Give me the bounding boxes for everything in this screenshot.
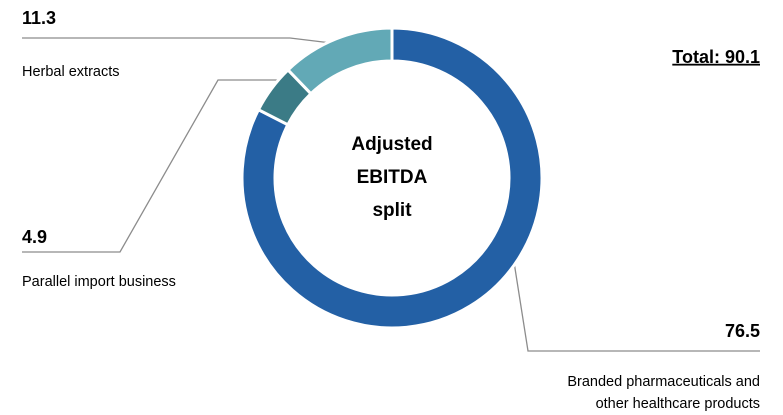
donut-slice	[285, 26, 394, 96]
category-label: Herbal extracts	[22, 64, 120, 80]
category-label: other healthcare products	[596, 396, 760, 412]
center-label: split	[372, 200, 412, 221]
value-label: 11.3	[22, 8, 56, 28]
center-label: Adjusted	[351, 134, 432, 155]
category-label: Parallel import business	[22, 274, 176, 290]
donut-slice	[240, 26, 544, 330]
leader-line	[22, 79, 288, 253]
leader-line	[513, 261, 760, 352]
category-label: Branded pharmaceuticals and	[567, 374, 760, 390]
value-label: 76.5	[725, 321, 760, 341]
center-label: EBITDA	[357, 167, 428, 188]
value-label: 4.9	[22, 227, 47, 247]
leader-line	[22, 37, 357, 47]
total-label: Total: 90.1	[672, 47, 760, 67]
